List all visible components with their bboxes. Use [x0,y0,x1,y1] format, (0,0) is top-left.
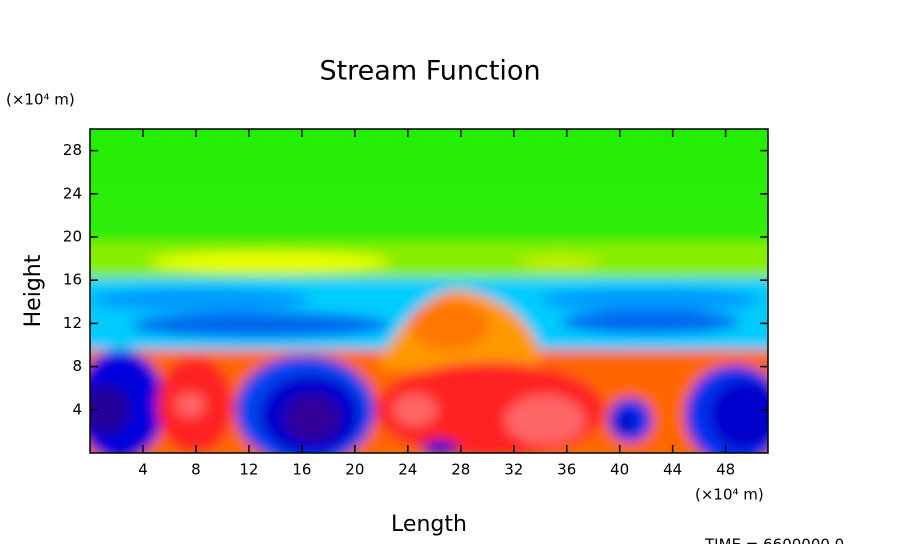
x-unit: (×10⁴ m) [695,486,764,504]
x-tick-label: 20 [345,461,364,479]
plot-frame [89,128,769,454]
footer: TIME = 6600000.0 [704,536,844,544]
x-tick-label: 32 [504,461,523,479]
x-tick-label: 28 [451,461,470,479]
contour-field [90,129,768,453]
x-axis-label: Length [391,512,467,537]
x-tick-label: 24 [398,461,417,479]
y-tick-label: 4 [72,400,82,418]
y-tick-label: 12 [63,314,82,332]
y-tick-label: 28 [63,141,82,159]
x-tick-label: 48 [716,461,735,479]
y-tick-label: 16 [63,271,82,289]
y-tick-label: 8 [72,357,82,375]
y-tick-label: 20 [63,228,82,246]
x-tick-label: 36 [557,461,576,479]
y-axis-label: Height [21,254,46,327]
x-tick-label: 4 [138,461,148,479]
x-tick-label: 8 [191,461,201,479]
x-tick-label: 40 [610,461,629,479]
x-tick-label: 12 [239,461,258,479]
chart-title: Stream Function [319,56,540,87]
x-tick-label: 44 [663,461,682,479]
y-unit: (×10⁴ m) [6,91,75,109]
x-tick-label: 16 [292,461,311,479]
y-tick-label: 24 [63,184,82,202]
